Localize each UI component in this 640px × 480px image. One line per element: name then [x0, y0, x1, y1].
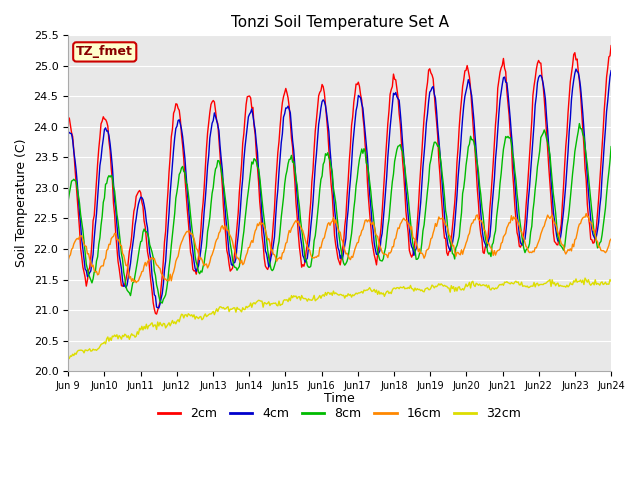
4cm: [396, 97, 403, 103]
16cm: [607, 236, 615, 242]
2cm: [64, 115, 72, 121]
32cm: [368, 288, 376, 294]
2cm: [369, 245, 377, 251]
8cm: [64, 198, 72, 204]
8cm: [234, 265, 242, 271]
16cm: [234, 255, 242, 261]
4cm: [607, 68, 615, 73]
2cm: [234, 210, 242, 216]
8cm: [294, 194, 302, 200]
4cm: [234, 233, 242, 239]
Line: 8cm: 8cm: [68, 123, 611, 303]
Line: 4cm: 4cm: [68, 69, 611, 308]
Text: TZ_fmet: TZ_fmet: [76, 46, 133, 59]
2cm: [294, 230, 302, 236]
16cm: [582, 211, 590, 216]
2cm: [396, 111, 403, 117]
16cm: [559, 242, 566, 248]
16cm: [396, 226, 403, 231]
32cm: [607, 278, 615, 284]
8cm: [396, 143, 403, 149]
8cm: [465, 144, 472, 150]
16cm: [64, 258, 72, 264]
8cm: [575, 120, 583, 126]
32cm: [394, 285, 402, 290]
8cm: [559, 245, 566, 251]
32cm: [463, 284, 471, 289]
2cm: [559, 201, 566, 207]
16cm: [465, 233, 472, 239]
4cm: [559, 219, 566, 225]
32cm: [293, 296, 301, 301]
4cm: [572, 66, 580, 72]
16cm: [369, 219, 377, 225]
Legend: 2cm, 4cm, 8cm, 16cm, 32cm: 2cm, 4cm, 8cm, 16cm, 32cm: [153, 402, 526, 425]
16cm: [132, 280, 140, 286]
8cm: [369, 211, 377, 216]
Line: 2cm: 2cm: [68, 46, 611, 314]
Line: 16cm: 16cm: [68, 214, 611, 283]
8cm: [607, 144, 615, 150]
2cm: [465, 68, 472, 74]
32cm: [64, 356, 72, 362]
8cm: [158, 300, 166, 306]
32cm: [557, 283, 565, 289]
4cm: [64, 131, 72, 137]
32cm: [233, 304, 241, 310]
Y-axis label: Soil Temperature (C): Soil Temperature (C): [15, 139, 28, 267]
4cm: [155, 305, 163, 311]
4cm: [465, 77, 472, 83]
4cm: [369, 227, 377, 233]
Line: 32cm: 32cm: [68, 278, 611, 359]
Title: Tonzi Soil Temperature Set A: Tonzi Soil Temperature Set A: [230, 15, 449, 30]
2cm: [607, 43, 615, 48]
X-axis label: Time: Time: [324, 392, 355, 405]
2cm: [153, 311, 161, 317]
32cm: [581, 275, 589, 281]
16cm: [294, 218, 302, 224]
4cm: [294, 209, 302, 215]
